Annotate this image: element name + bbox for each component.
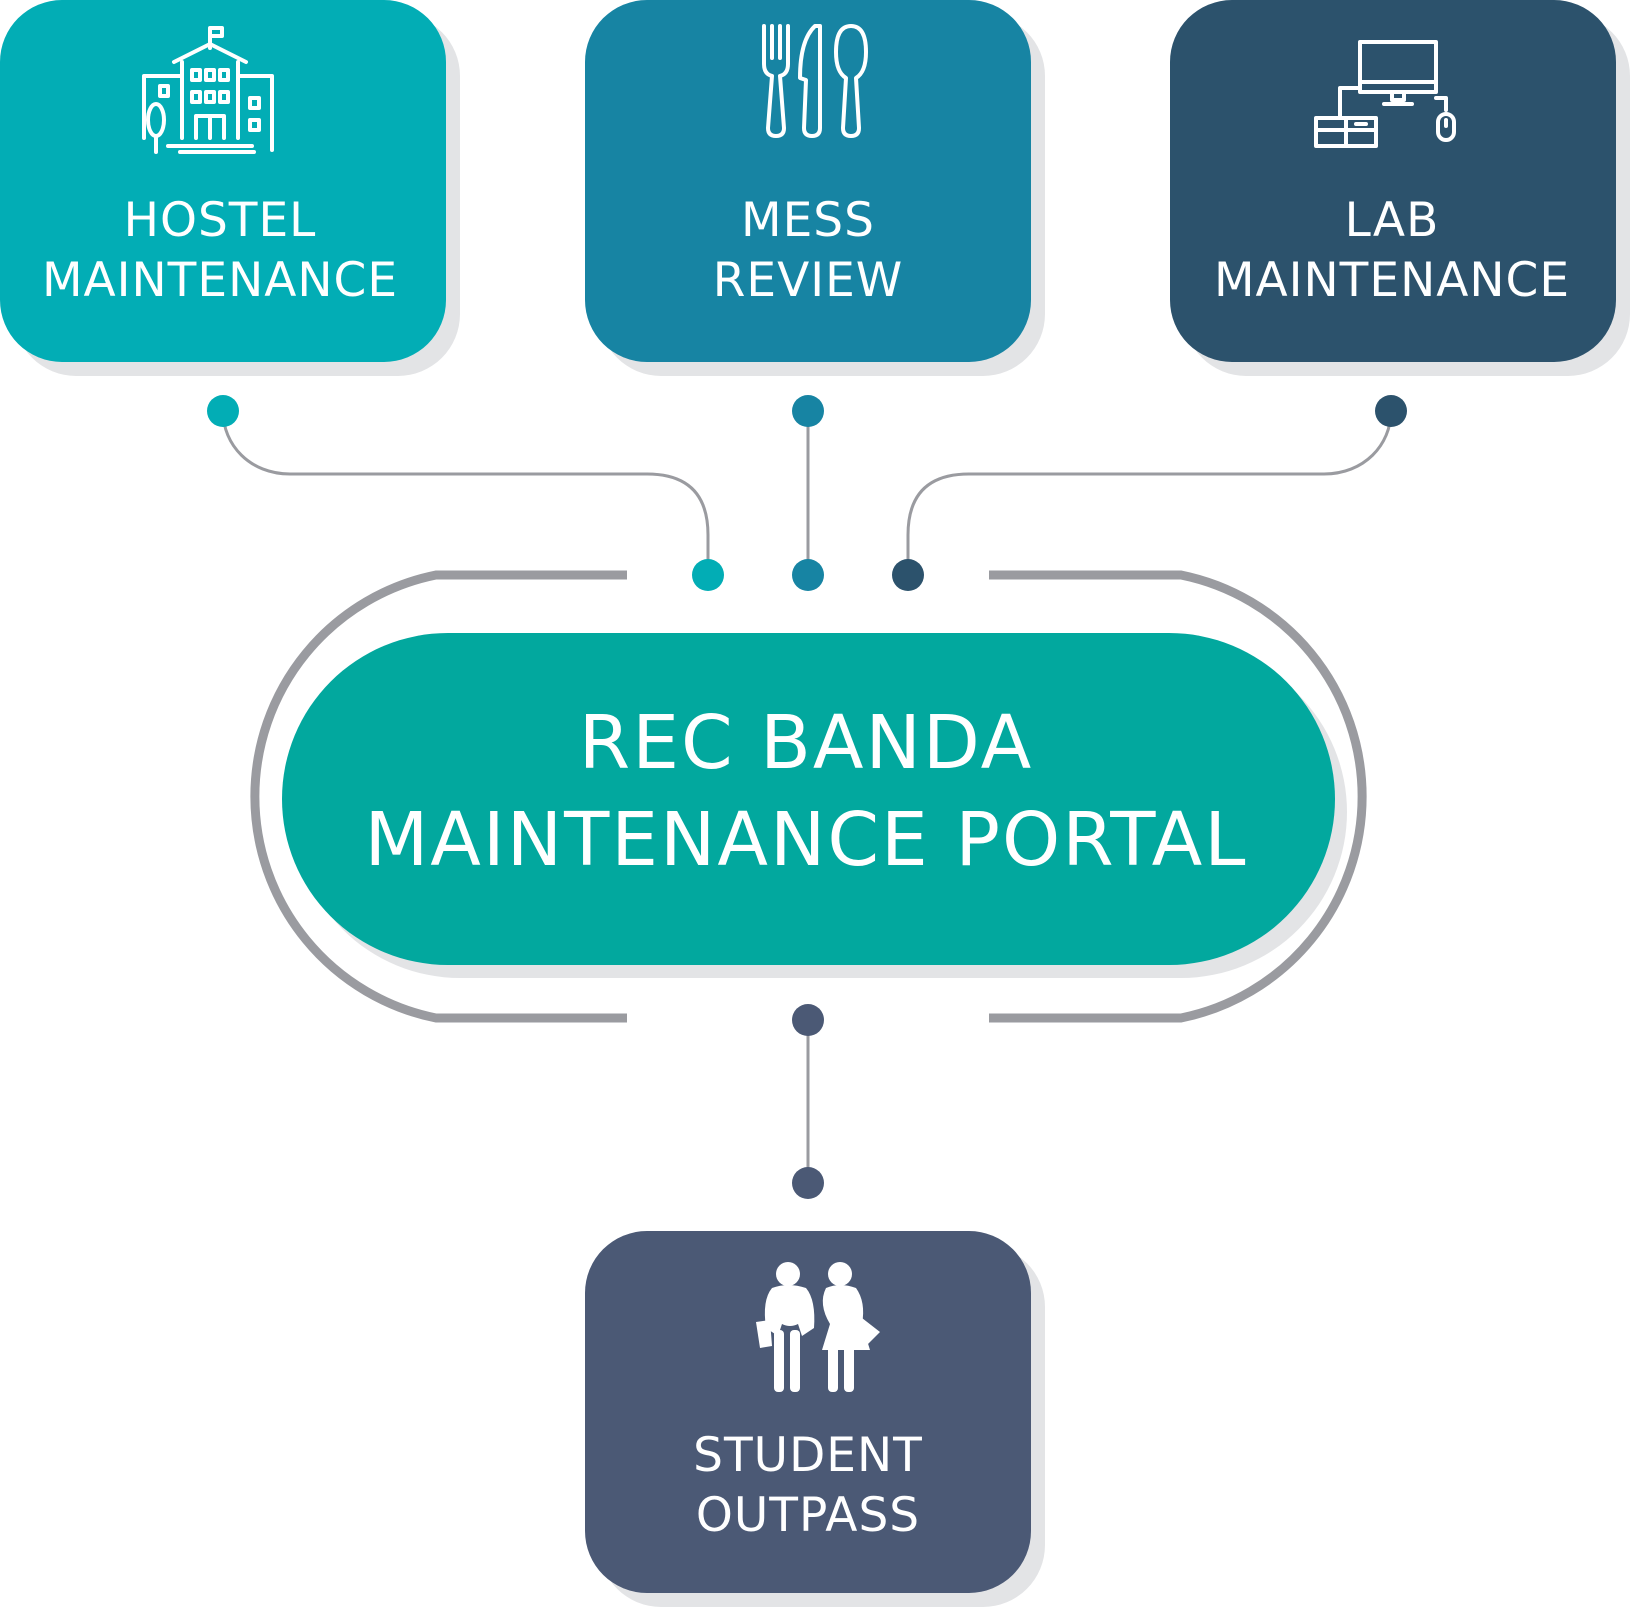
hostel-label-line1: HOSTEL [124, 193, 317, 248]
lab-connector-line [906, 410, 1393, 575]
computer-icon [1314, 40, 1456, 148]
cutlery-icon [762, 24, 868, 138]
hostel-label-line2: MAINTENANCE [42, 253, 398, 308]
lab-box-bg [1170, 0, 1616, 362]
hostel-connector-line [221, 410, 710, 575]
mess-review-box[interactable]: MESS REVIEW [585, 0, 1031, 362]
outer-ring [250, 570, 1367, 1023]
lab-dot-top [1375, 395, 1407, 427]
outpass-label-line1: STUDENT [693, 1428, 923, 1483]
center-node: REC BANDA MAINTENANCE PORTAL [282, 633, 1335, 965]
mess-dot-top [792, 395, 824, 427]
building-icon [142, 26, 274, 154]
outpass-box-bg [585, 1231, 1031, 1593]
mess-label-line2: REVIEW [713, 253, 904, 308]
hostel-dot-top [207, 395, 239, 427]
center-pill [282, 633, 1335, 965]
lab-label-line2: MAINTENANCE [1214, 253, 1570, 308]
students-icon [756, 1262, 880, 1392]
center-title-line1: REC BANDA [579, 700, 1033, 786]
mess-box-bg [585, 0, 1031, 362]
mess-label-line1: MESS [741, 193, 875, 248]
hostel-dot-bottom [692, 559, 724, 591]
connector-dots [207, 395, 1407, 1199]
lab-label-line1: LAB [1345, 193, 1440, 248]
mess-dot-bottom [792, 559, 824, 591]
lab-dot-bottom [892, 559, 924, 591]
hostel-maintenance-box[interactable]: HOSTEL MAINTENANCE [0, 0, 446, 362]
student-outpass-box[interactable]: STUDENT OUTPASS [585, 1231, 1031, 1593]
outpass-dot-bottom [792, 1167, 824, 1199]
outpass-dot-top [792, 1004, 824, 1036]
lab-maintenance-box[interactable]: LAB MAINTENANCE [1170, 0, 1616, 362]
center-title-line2: MAINTENANCE PORTAL [364, 797, 1247, 883]
outpass-label-line2: OUTPASS [696, 1488, 920, 1543]
hostel-box-bg [0, 0, 446, 362]
connectors [221, 410, 1393, 1183]
